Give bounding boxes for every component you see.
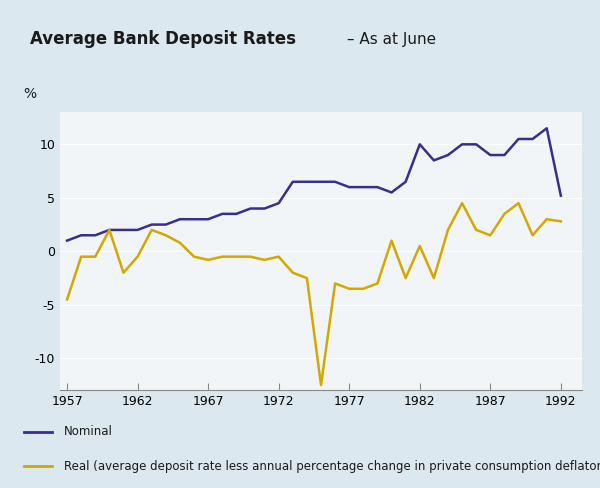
Text: Average Bank Deposit Rates: Average Bank Deposit Rates bbox=[30, 30, 296, 48]
Text: Real (average deposit rate less annual percentage change in private consumption : Real (average deposit rate less annual p… bbox=[64, 460, 600, 472]
Text: – As at June: – As at June bbox=[342, 32, 436, 46]
Text: Nominal: Nominal bbox=[64, 426, 113, 438]
Text: %: % bbox=[23, 87, 37, 101]
